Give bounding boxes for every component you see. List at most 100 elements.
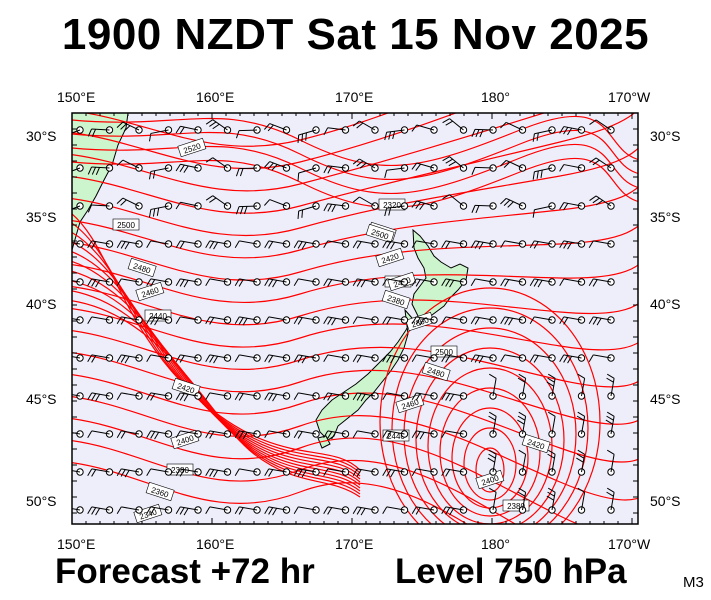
wind-barb <box>411 240 438 249</box>
wind-barb <box>500 121 527 134</box>
wind-barb <box>411 200 438 210</box>
wind-barb <box>411 430 438 440</box>
svg-text:2500: 2500 <box>117 221 135 230</box>
wind-barb <box>146 316 173 326</box>
level-label: Level 750 hPa <box>395 552 627 591</box>
wind-barb <box>441 240 468 249</box>
wind-barb <box>323 506 350 515</box>
wind-barb <box>529 240 556 249</box>
wind-barb <box>297 164 320 181</box>
svg-text:2440: 2440 <box>387 432 405 441</box>
wind-barb <box>500 354 527 363</box>
lat-label-right-40s: 40°S <box>650 296 681 312</box>
wind-barb <box>588 316 615 326</box>
wind-barb <box>559 126 586 136</box>
wind-barb <box>577 373 586 400</box>
wind-barb <box>470 278 497 287</box>
lat-label-left-30s: 30°S <box>26 128 57 144</box>
wind-barb <box>411 354 438 363</box>
wind-barb <box>146 354 173 363</box>
wind-barb <box>411 278 438 287</box>
wind-barb <box>441 468 468 477</box>
wind-barb <box>116 316 143 325</box>
svg-text:2500: 2500 <box>435 348 453 357</box>
wind-barb <box>205 468 232 478</box>
wind-barb <box>559 278 586 287</box>
wind-barb <box>205 430 232 439</box>
lat-label-left-45s: 45°S <box>26 391 57 407</box>
contour-line <box>83 113 390 147</box>
wind-barb <box>264 392 291 402</box>
wind-barb <box>411 392 438 401</box>
wind-barb <box>500 278 527 287</box>
wind-barb <box>352 158 379 172</box>
wind-barb <box>352 120 379 134</box>
wind-barb <box>382 278 409 287</box>
low-contour <box>415 347 565 524</box>
wind-barb <box>411 162 438 172</box>
wind-barb <box>205 278 232 287</box>
wind-barb <box>146 468 173 477</box>
wind-barb <box>175 506 202 516</box>
lat-label-right-50s: 50°S <box>650 493 681 509</box>
wind-barb <box>577 487 586 514</box>
wind-barb <box>264 506 291 516</box>
wind-barb <box>382 392 409 401</box>
wind-barb <box>546 487 556 514</box>
wind-barb <box>205 240 232 250</box>
wind-barb <box>148 126 173 142</box>
contour-line <box>72 113 546 192</box>
wind-barb <box>382 506 409 515</box>
wind-barb <box>87 468 114 477</box>
wind-barb <box>442 156 468 172</box>
wind-barb <box>323 126 350 136</box>
wind-barb <box>500 197 527 210</box>
wind-barb <box>297 202 320 219</box>
contour-line <box>72 300 361 498</box>
wind-barb <box>352 354 379 363</box>
wind-barb <box>323 354 350 363</box>
wind-barb <box>471 202 497 214</box>
wind-barb <box>264 278 291 288</box>
lon-label-top-160e: 160°E <box>196 89 235 105</box>
wind-barb <box>384 202 409 217</box>
contour-label: 2380 <box>502 499 530 512</box>
wind-barb <box>470 316 497 325</box>
wind-barb <box>471 164 497 175</box>
wind-barb <box>264 354 291 363</box>
wind-barb <box>442 194 468 210</box>
wind-barb <box>175 354 202 363</box>
wind-barb <box>235 202 261 215</box>
wind-barb <box>205 354 232 364</box>
wind-barb <box>323 164 350 174</box>
lat-label-right-35s: 35°S <box>650 209 681 225</box>
wind-barb <box>488 487 497 514</box>
wind-barb <box>87 506 114 516</box>
wind-barb <box>488 373 497 400</box>
wind-barb <box>559 316 586 325</box>
wind-barb <box>264 316 291 325</box>
wind-barb <box>293 354 320 364</box>
wind-barb <box>175 468 202 477</box>
wind-barb <box>470 240 497 250</box>
wind-barb <box>382 316 409 325</box>
wind-barb <box>116 159 143 172</box>
wind-barb <box>576 449 586 476</box>
wind-barb <box>234 430 261 440</box>
wind-barb <box>411 506 438 515</box>
contour-label: 2440 <box>144 309 172 322</box>
wind-barb <box>205 195 232 210</box>
map-frame <box>71 112 639 525</box>
wind-barb <box>605 411 615 438</box>
wind-barb <box>87 126 114 137</box>
wind-barb <box>234 354 261 363</box>
svg-text:2440: 2440 <box>149 312 167 321</box>
wind-barb <box>72 126 84 134</box>
wind-barb <box>487 449 497 476</box>
low-contour <box>391 307 589 524</box>
wind-barb <box>323 202 350 213</box>
wind-barb <box>263 199 291 210</box>
wind-barb <box>87 202 114 213</box>
wind-barb <box>175 392 202 402</box>
wind-barb <box>72 278 84 286</box>
